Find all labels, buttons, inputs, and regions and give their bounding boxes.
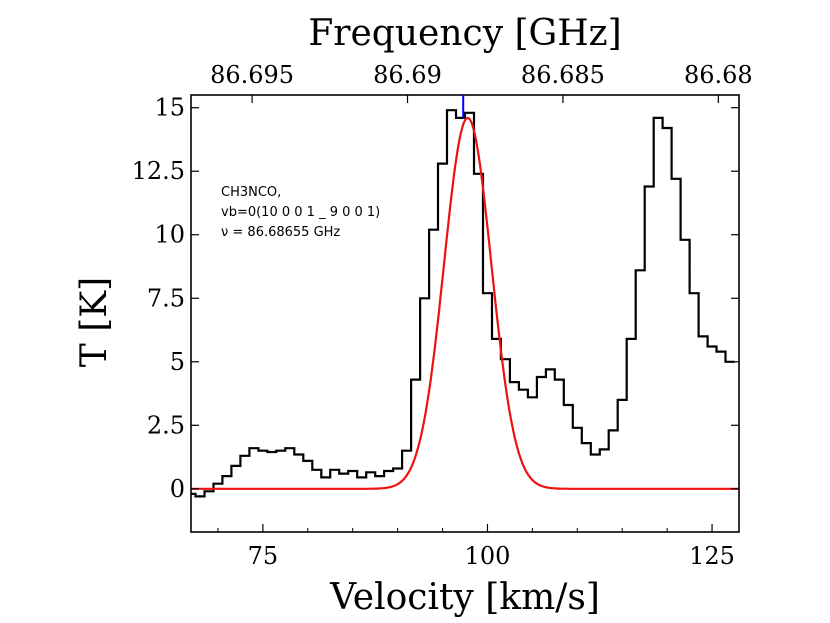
top-tick-label: 86.695: [210, 61, 294, 89]
annotation-frequency: ν = 86.68655 GHz: [221, 225, 340, 240]
annotation-transition: vb=0(10 0 0 1 _ 9 0 0 1): [221, 205, 380, 220]
top-tick-label: 86.685: [521, 61, 605, 89]
x-tick-label: 100: [465, 542, 511, 570]
y-tick-label: 10: [154, 221, 185, 249]
y-tick-label: 0: [170, 475, 185, 503]
x-tick-label: 125: [689, 542, 735, 570]
y-tick-label: 7.5: [147, 284, 185, 312]
spectrum-steps: [191, 109, 735, 498]
x-axis-title: Velocity [km/s]: [329, 577, 600, 618]
x-tick-label: 75: [248, 542, 279, 570]
top-tick-label: 86.68: [684, 61, 753, 89]
y-tick-label: 2.5: [147, 411, 185, 439]
y-tick-label: 12.5: [132, 157, 185, 185]
plot-layer: [191, 109, 739, 498]
gaussian-fit-line: [191, 116, 739, 490]
y-tick-label: 5: [170, 348, 185, 376]
plot-frame: [190, 94, 740, 533]
top-tick-label: 86.69: [373, 61, 442, 89]
annotation-molecule: CH3NCO,: [221, 185, 281, 200]
axis-layer: 75 100 125 0 2.5 5 7.5 10 12.5 15 86.695 86.69 86.68…: [132, 61, 753, 570]
y-axis-title: T [K]: [74, 277, 115, 367]
top-axis-title: Frequency [GHz]: [308, 13, 621, 54]
y-tick-label: 15: [154, 94, 185, 122]
plot-area: [191, 109, 739, 498]
